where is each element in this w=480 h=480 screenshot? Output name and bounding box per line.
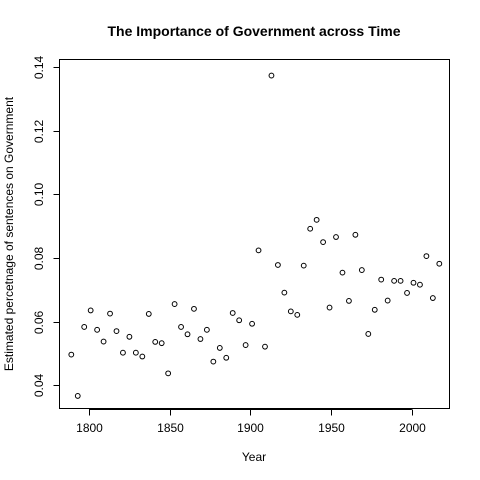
data-point [87, 307, 94, 314]
y-axis: 0.04 0.06 0.08 0.10 0.12 0.14 [32, 55, 60, 397]
data-point [417, 281, 423, 288]
data-point [397, 277, 404, 284]
data-point [126, 333, 133, 340]
data-point [365, 331, 372, 337]
data-point [404, 290, 410, 296]
data-point [391, 277, 398, 284]
data-point [223, 354, 230, 361]
data-point [255, 247, 262, 254]
data-point [107, 310, 113, 317]
x-tick-label: 1800 [76, 421, 103, 435]
data-point [262, 343, 268, 350]
data-point [178, 324, 184, 330]
y-axis-label: Estimated percetnage of sentences on Gov… [2, 96, 16, 371]
x-axis: 1800 1850 1900 1950 2000 [76, 409, 426, 435]
data-point [268, 72, 275, 79]
data-point [352, 231, 359, 238]
data-point [326, 304, 333, 311]
data-point [358, 267, 365, 273]
data-point [152, 338, 159, 345]
data-point [320, 239, 326, 246]
data-point [165, 370, 172, 377]
data-point [171, 301, 178, 307]
chart-title: The Importance of Government across Time [107, 23, 400, 39]
x-axis-label: Year [242, 450, 266, 464]
data-point [371, 306, 378, 313]
y-tick-label: 0.08 [32, 246, 46, 270]
data-point [158, 340, 165, 347]
data-point [120, 349, 126, 356]
data-point [94, 326, 101, 333]
data-point [242, 342, 249, 348]
data-point [68, 351, 75, 358]
data-point [113, 328, 120, 334]
data-point [216, 345, 223, 351]
data-point [307, 225, 314, 232]
y-tick-label: 0.04 [32, 373, 46, 397]
data-point [275, 262, 281, 268]
data-point [236, 317, 243, 324]
data-point [346, 297, 352, 304]
data-point [287, 308, 294, 315]
data-point [294, 311, 301, 318]
data-point [210, 358, 217, 365]
data-point [378, 276, 385, 283]
data-point [74, 393, 81, 399]
data-point [197, 336, 204, 342]
x-tick-label: 1900 [237, 421, 264, 435]
data-point [132, 349, 139, 356]
data-point [313, 216, 320, 223]
x-tick-label: 1850 [157, 421, 184, 435]
data-point [436, 260, 443, 267]
data-point [300, 262, 307, 269]
data-points [68, 72, 443, 399]
data-point [81, 324, 88, 330]
data-point [100, 338, 107, 345]
x-tick-label: 2000 [399, 421, 426, 435]
plot-area-frame [59, 59, 450, 409]
y-tick-label: 0.10 [32, 182, 46, 206]
data-point [139, 353, 146, 360]
x-tick-label: 1950 [318, 421, 345, 435]
y-tick-label: 0.06 [32, 310, 46, 334]
data-point [410, 279, 417, 286]
data-point [384, 297, 391, 304]
data-point [203, 326, 210, 333]
data-point [229, 310, 236, 316]
y-tick-label: 0.14 [32, 55, 46, 79]
data-point [339, 269, 346, 276]
data-point [333, 234, 339, 240]
y-tick-label: 0.12 [32, 119, 46, 143]
data-point [145, 311, 152, 317]
data-point [423, 253, 430, 259]
data-point [281, 289, 288, 296]
data-point [249, 320, 255, 327]
data-point [191, 305, 197, 312]
data-point [429, 295, 436, 301]
data-point [184, 331, 191, 338]
